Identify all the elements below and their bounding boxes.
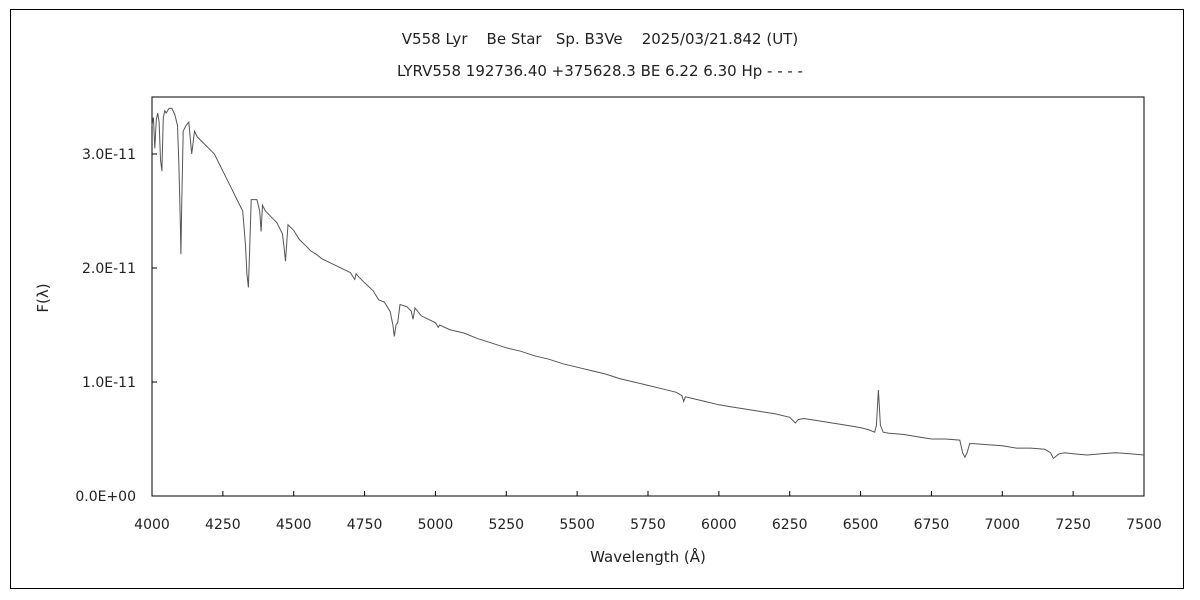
y-tick-label: 2.0E-11 xyxy=(82,261,136,277)
plot-area xyxy=(151,96,1145,497)
chart-title: V558 Lyr Be Star Sp. B3Ve 2025/03/21.842… xyxy=(401,30,799,48)
y-tick-label: 3.0E-11 xyxy=(82,147,136,163)
spectrum-line xyxy=(151,107,1145,460)
x-tick-label: 7000 xyxy=(984,517,1020,533)
y-axis: 0.0E+00 1.0E-11 2.0E-11 3.0E-11 xyxy=(75,147,157,505)
x-tick-label: 4500 xyxy=(276,517,312,533)
x-tick-label: 7250 xyxy=(1055,517,1091,533)
x-tick-label: 7500 xyxy=(1126,517,1162,533)
chart-subtitle: LYRV558 192736.40 +375628.3 BE 6.22 6.30… xyxy=(397,62,803,80)
x-tick-label: 5750 xyxy=(630,517,666,533)
x-tick-label: 5500 xyxy=(559,517,595,533)
y-tick-label: 0.0E+00 xyxy=(75,489,136,505)
x-tick-label: 6750 xyxy=(914,517,950,533)
y-tick-label: 1.0E-11 xyxy=(82,375,136,391)
x-axis: 4000 4250 4500 4750 5000 5250 5500 5750 6000 6250… xyxy=(134,491,1162,533)
y-axis-label: F(λ) xyxy=(34,283,52,312)
x-axis-label: Wavelength (Å) xyxy=(590,547,706,566)
x-tick-label: 4250 xyxy=(205,517,241,533)
x-tick-label: 6500 xyxy=(843,517,879,533)
x-tick-label: 6000 xyxy=(701,517,737,533)
x-tick-label: 4750 xyxy=(347,517,383,533)
x-tick-label: 5250 xyxy=(488,517,524,533)
x-tick-label: 6250 xyxy=(772,517,808,533)
x-tick-label: 5000 xyxy=(418,517,454,533)
x-tick-label: 4000 xyxy=(134,517,170,533)
